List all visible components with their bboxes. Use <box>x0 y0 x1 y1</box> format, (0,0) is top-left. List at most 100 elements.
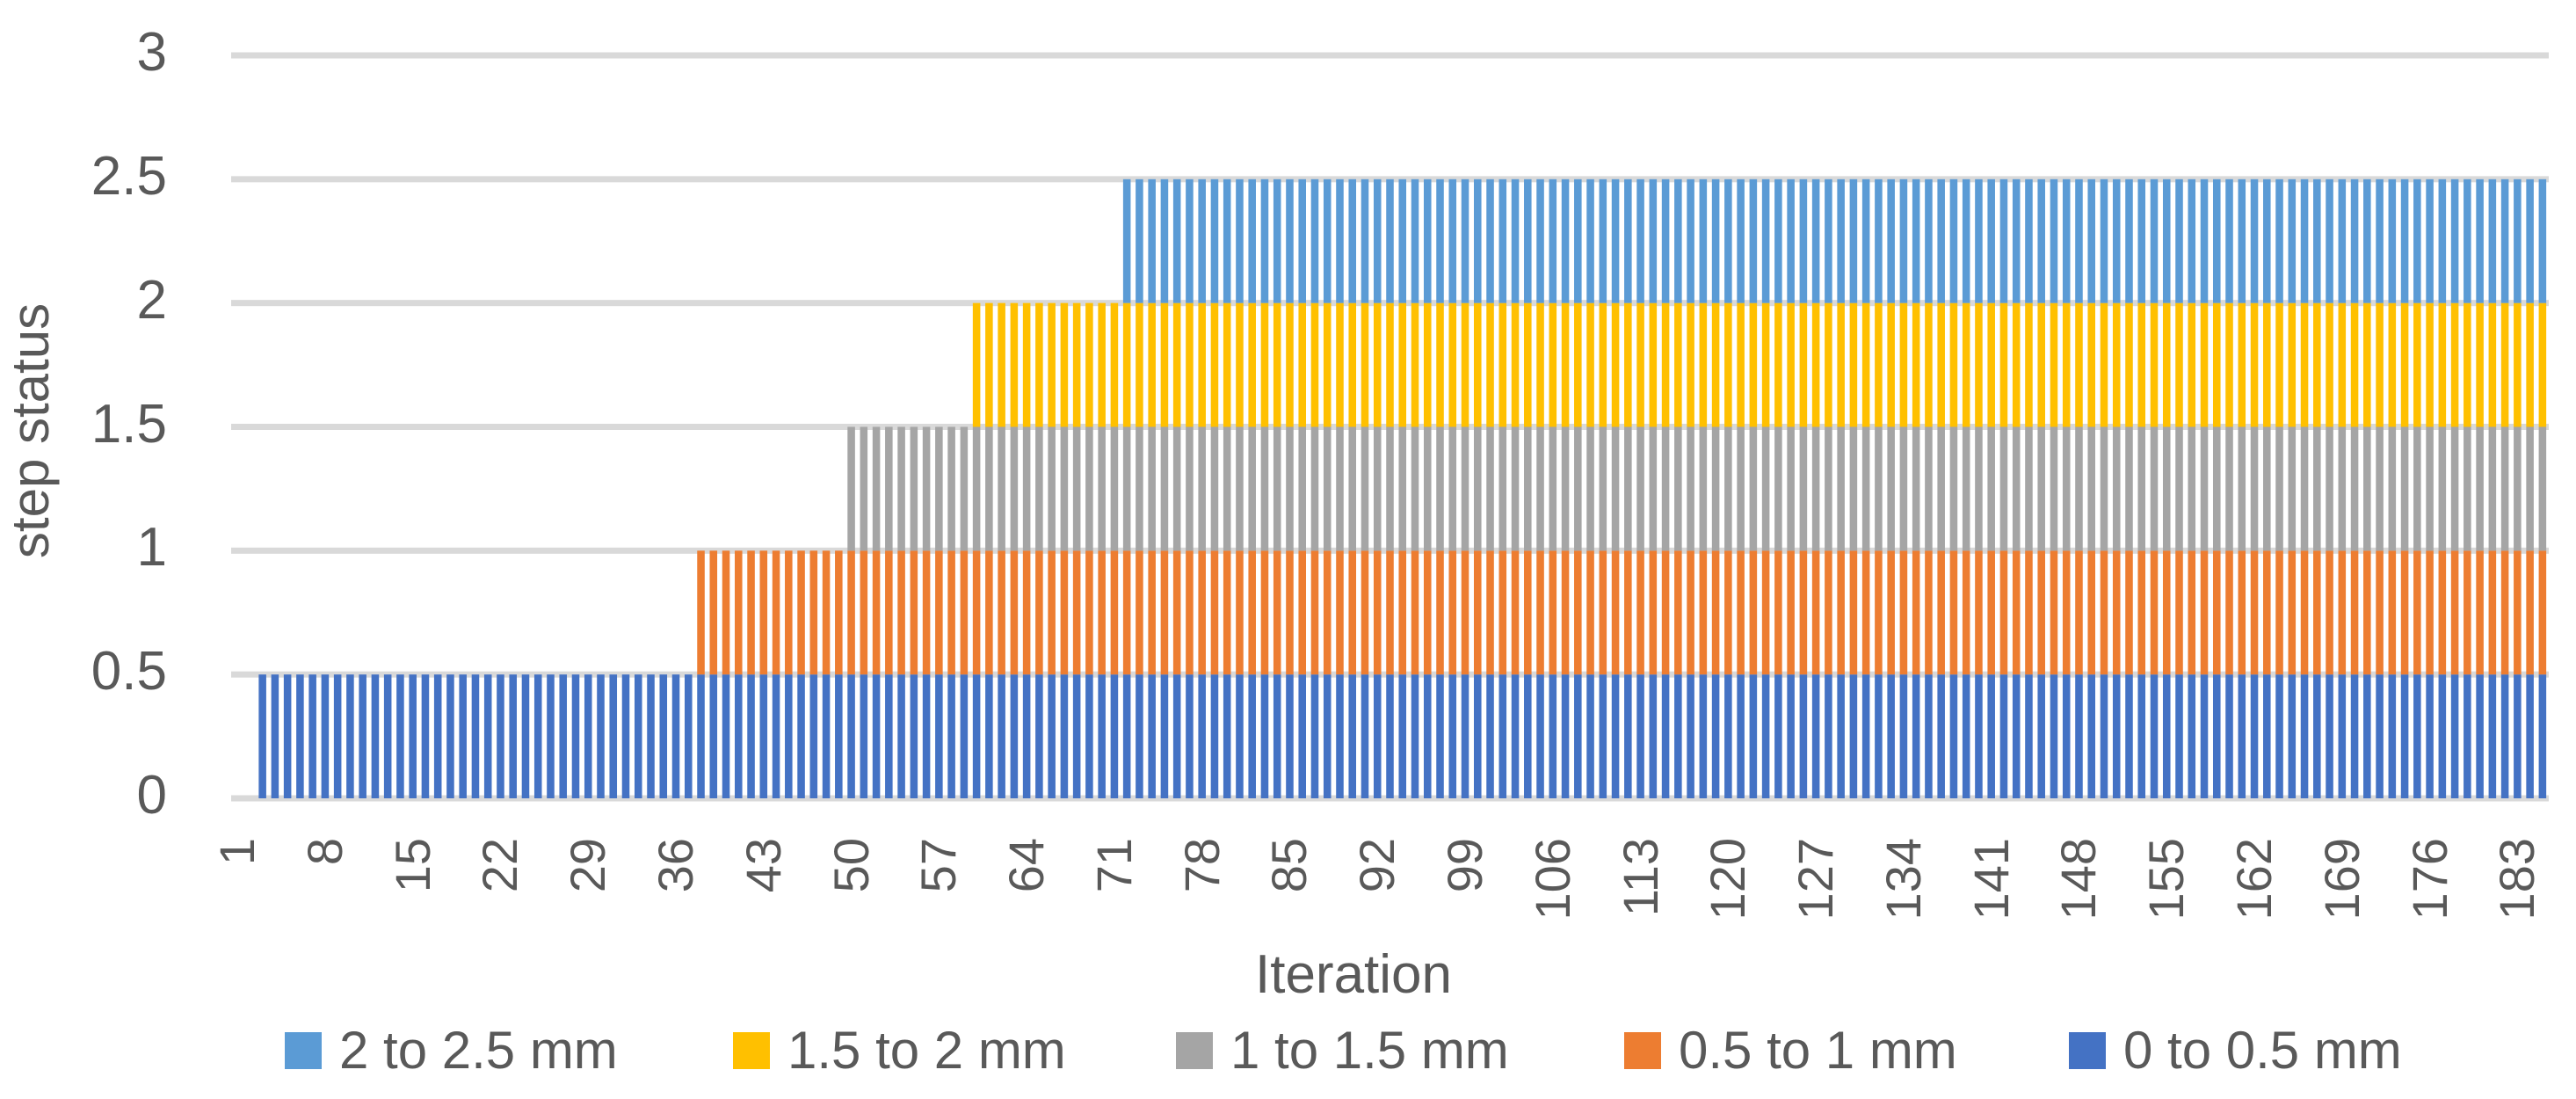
bar-segment <box>1260 674 1269 798</box>
bar-segment <box>1649 550 1658 675</box>
bar-segment <box>785 674 793 798</box>
bar-segment <box>2388 178 2397 303</box>
bar-segment <box>1136 550 1143 675</box>
bar-segment <box>2450 674 2459 798</box>
bar-segment <box>1661 674 1670 798</box>
bar-segment <box>1825 550 1832 675</box>
bar-segment <box>1711 674 1720 798</box>
bar-segment <box>1611 178 1620 303</box>
bar-segment <box>1122 302 1131 427</box>
bar-segment <box>960 426 969 551</box>
bar-segment <box>1286 178 1294 303</box>
bar-segment <box>283 674 292 798</box>
bar-segment <box>1711 302 1720 427</box>
bar-segment <box>1811 550 1820 675</box>
bar-segment <box>2112 178 2121 303</box>
bar-segment <box>809 550 818 675</box>
x-tick-label: 162 <box>2226 838 2282 921</box>
bar-segment <box>935 426 943 551</box>
bar-segment <box>960 674 969 798</box>
bar-segment <box>2137 550 2146 675</box>
bar-segment <box>1875 674 1883 798</box>
bar-segment <box>2212 302 2221 427</box>
bar-segment <box>1072 550 1081 675</box>
bar-segment <box>1887 426 1895 551</box>
bar-segment <box>2200 426 2209 551</box>
bar-segment <box>1461 178 1469 303</box>
bar-segment <box>2075 178 2083 303</box>
bar-segment <box>1699 178 1708 303</box>
bar-segment <box>2100 302 2108 427</box>
bar-segment <box>2363 426 2371 551</box>
bar-segment <box>2313 178 2321 303</box>
bar-segment <box>2388 674 2397 798</box>
legend-label: 1 to 1.5 mm <box>1230 1021 1509 1080</box>
bar-segment <box>1198 550 1206 675</box>
bar-segment <box>922 426 931 551</box>
bar-segment <box>1048 674 1056 798</box>
bar-segment <box>2288 302 2297 427</box>
bar-segment <box>1636 302 1644 427</box>
bar-segment <box>1825 674 1832 798</box>
bar-segment <box>1348 674 1357 798</box>
bar-segment <box>509 674 517 798</box>
bar-segment <box>2050 674 2058 798</box>
bar-segment <box>533 674 542 798</box>
bar-segment <box>1511 550 1520 675</box>
bar-segment <box>2400 426 2409 551</box>
bar-segment <box>2413 674 2421 798</box>
bar-segment <box>2188 674 2196 798</box>
bar-segment <box>1536 302 1544 427</box>
bar-segment <box>1524 674 1532 798</box>
bar-segment <box>1498 674 1507 798</box>
bar-segment <box>2162 674 2171 798</box>
bar-segment <box>2326 550 2333 675</box>
bar-segment <box>1336 426 1344 551</box>
bar-segment <box>1361 302 1369 427</box>
bar-segment <box>847 426 855 551</box>
bar-segment <box>1799 302 1808 427</box>
bar-segment <box>1849 674 1858 798</box>
bar-segment <box>1687 178 1694 303</box>
bar-segment <box>1649 302 1658 427</box>
bar-segment <box>947 550 955 675</box>
bar-segment <box>296 674 304 798</box>
bar-segment <box>2350 426 2359 551</box>
bar-segment <box>1975 302 1983 427</box>
bar-segment <box>1223 426 1231 551</box>
bar-segment <box>1336 302 1344 427</box>
bar-segment <box>1511 178 1520 303</box>
bar-segment <box>2112 302 2121 427</box>
bar-segment <box>1423 674 1432 798</box>
bar-segment <box>1474 302 1482 427</box>
bar-segment <box>2012 178 2021 303</box>
bar-segment <box>1536 426 1544 551</box>
bar-segment <box>1987 178 1995 303</box>
bar-segment <box>2200 302 2209 427</box>
bar-segment <box>1987 674 1995 798</box>
bar-segment <box>1022 302 1031 427</box>
bar-segment <box>985 426 993 551</box>
bar-segment <box>2100 178 2108 303</box>
bar-segment <box>2413 302 2421 427</box>
bar-segment <box>1912 302 1920 427</box>
bar-segment <box>2338 674 2347 798</box>
bar-segment <box>1035 674 1043 798</box>
bar-segment <box>2326 426 2333 551</box>
bar-segment <box>1035 426 1043 551</box>
bar-segment <box>684 674 693 798</box>
bar-segment <box>735 550 743 675</box>
bar-segment <box>1561 550 1570 675</box>
bar-segment <box>1875 302 1883 427</box>
bar-segment <box>1210 178 1219 303</box>
bar-segment <box>1085 302 1093 427</box>
bar-segment <box>1298 302 1306 427</box>
bar-segment <box>1310 302 1319 427</box>
bar-segment <box>2212 426 2221 551</box>
x-tick-label: 169 <box>2313 838 2369 921</box>
bar-segment <box>1098 550 1106 675</box>
bar-segment <box>1561 302 1570 427</box>
bar-segment <box>2413 550 2421 675</box>
bar-segment <box>2037 302 2045 427</box>
